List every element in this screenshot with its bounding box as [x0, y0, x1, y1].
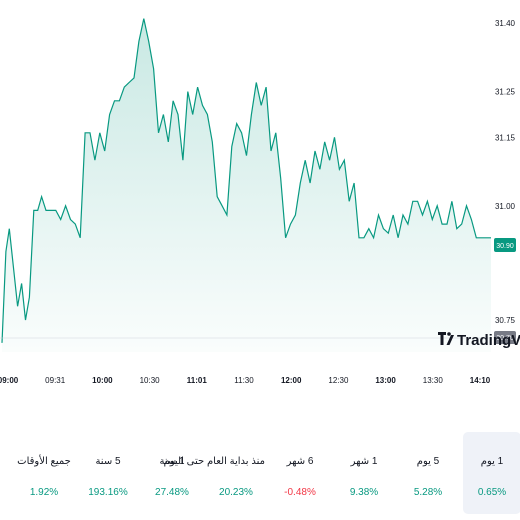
- tradingview-watermark: TradingView: [438, 332, 520, 349]
- period-tab[interactable]: 5 يوم 5.28%: [399, 432, 457, 514]
- x-tick-label: 10:30: [140, 376, 161, 385]
- period-label: 1 سنة: [159, 456, 185, 467]
- period-change-value: 0.65%: [477, 487, 507, 498]
- pre-price-tag: 30.70: [494, 331, 516, 344]
- y-tick-label: 31.15: [495, 133, 516, 142]
- period-tab[interactable]: جميع الأوقات 1.92%: [15, 432, 73, 514]
- period-change-value: 27.48%: [155, 487, 189, 498]
- period-tab[interactable]: 5 سنة 193.16%: [79, 432, 137, 514]
- period-change-value: -0.48%: [284, 487, 316, 498]
- x-tick-label: 11:30: [234, 376, 254, 385]
- pre-price-label: 30.70: [496, 335, 514, 342]
- x-tick-label: 09:00: [0, 376, 19, 385]
- price-chart[interactable]: 31.40 31.25 31.15 31.00 30.75 09:00 09:31 10:0…: [0, 0, 520, 400]
- x-tick-label: 13:30: [423, 376, 444, 385]
- y-tick-label: 31.40: [495, 19, 516, 28]
- period-change-value: 193.16%: [88, 487, 128, 498]
- period-label: 5 سنة: [95, 456, 121, 467]
- x-tick-label: 10:00: [92, 376, 113, 385]
- period-tab[interactable]: 1 شهر 9.38%: [335, 432, 393, 514]
- period-label: 6 شهر: [286, 456, 314, 467]
- y-tick-label: 30.75: [495, 316, 516, 325]
- period-change-value: 9.38%: [349, 487, 379, 498]
- period-label: منذ بداية العام حتى اليوم: [163, 456, 265, 467]
- period-tab[interactable]: منذ بداية العام حتى اليوم 20.23%: [163, 432, 265, 514]
- period-label: 1 يوم: [480, 456, 504, 467]
- period-label: 1 شهر: [350, 456, 378, 467]
- period-tab[interactable]: 1 يوم 0.65%: [463, 432, 520, 514]
- period-change-value: 20.23%: [219, 487, 253, 498]
- period-label: جميع الأوقات: [17, 456, 71, 467]
- last-price-tag: 30.90: [494, 238, 516, 252]
- y-axis: 31.40 31.25 31.15 31.00 30.75: [495, 19, 516, 325]
- price-area-fill: [2, 18, 491, 352]
- tradingview-logo-icon: [438, 332, 454, 345]
- period-change-value: 1.92%: [29, 487, 59, 498]
- x-tick-label: 12:00: [281, 376, 302, 385]
- price-line: [1, 18, 491, 343]
- period-tab[interactable]: 6 شهر -0.48%: [271, 432, 329, 514]
- period-tab[interactable]: 1 سنة 27.48%: [143, 432, 201, 514]
- x-tick-label: 12:30: [328, 376, 349, 385]
- y-tick-label: 31.00: [495, 202, 516, 211]
- performance-periods: جميع الأوقات 1.92% 5 سنة 193.16% 1 سنة 27.48%…: [12, 432, 520, 514]
- x-tick-label: 14:10: [470, 376, 491, 385]
- period-label: 5 يوم: [416, 456, 440, 467]
- y-tick-label: 31.25: [495, 88, 516, 97]
- x-tick-label: 09:31: [45, 376, 66, 385]
- period-change-value: 5.28%: [413, 487, 443, 498]
- last-price-label: 30.90: [496, 243, 514, 250]
- x-tick-label: 11:01: [187, 376, 208, 385]
- x-axis: 09:00 09:31 10:00 10:30 11:01 11:30 12:00 12:30…: [0, 376, 491, 385]
- tradingview-wordmark: TradingView: [457, 332, 520, 349]
- x-tick-label: 13:00: [375, 376, 396, 385]
